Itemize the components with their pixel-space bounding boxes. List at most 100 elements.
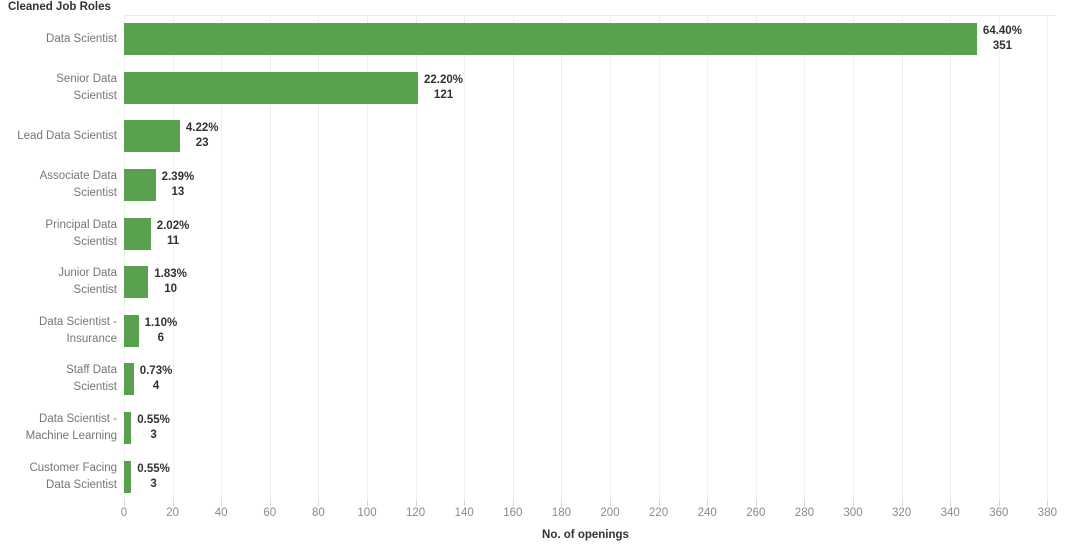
tick-label: 340 [940, 507, 960, 519]
table-row: Data Scientist - Machine Learning 0.55% 3 [0, 404, 1080, 453]
table-row: Associate Data Scientist 2.39% 13 [0, 161, 1080, 210]
bar-track: 1.83% 10 [124, 258, 1080, 307]
bar[interactable] [124, 412, 132, 445]
table-row: Lead Data Scientist 4.22% 23 [0, 112, 1080, 161]
gridline [804, 16, 806, 502]
table-row: Junior Data Scientist 1.83% 10 [0, 258, 1080, 307]
category-label: Junior Data Scientist [58, 267, 117, 297]
tick-mark [804, 501, 806, 506]
category-label: Data Scientist - Machine Learning [25, 413, 117, 443]
category-label: Staff Data Scientist [66, 364, 117, 394]
percent-label: 0.55% [137, 462, 170, 475]
tick-mark [561, 501, 563, 506]
gridline [367, 16, 368, 502]
value-label: 22.20% 121 [424, 73, 463, 103]
gridline [707, 16, 709, 502]
gridline [318, 16, 320, 502]
tick-mark [318, 501, 320, 506]
chart-title: Cleaned Job Roles [8, 1, 111, 13]
tick-mark [415, 501, 417, 506]
tick-mark [901, 501, 903, 506]
tick-label: 280 [794, 507, 814, 519]
tick-label: 240 [697, 507, 717, 519]
tick-mark [1047, 501, 1049, 506]
bar-track: 1.10% 6 [124, 307, 1080, 356]
gridline [512, 16, 514, 502]
value-label: 2.39% 13 [162, 170, 195, 200]
gridline [853, 16, 854, 502]
bar[interactable] [124, 363, 134, 396]
tick-mark [269, 501, 271, 506]
bar-track: 0.55% 3 [124, 404, 1080, 453]
gridline [124, 16, 125, 502]
count-label: 121 [433, 88, 454, 101]
count-label: 6 [157, 331, 165, 344]
percent-label: 0.73% [139, 365, 173, 378]
count-label: 13 [171, 186, 185, 199]
percent-label: 1.10% [144, 316, 178, 329]
gridline [755, 16, 757, 502]
count-label: 23 [195, 137, 209, 150]
tick-mark [221, 501, 223, 506]
bar[interactable] [124, 460, 132, 493]
gridline [415, 16, 417, 502]
bar[interactable] [124, 120, 180, 153]
percent-label: 2.39% [161, 171, 195, 184]
tick-label: 60 [263, 507, 277, 519]
tick-mark [950, 501, 952, 506]
table-row: Customer Facing Data Scientist 0.55% 3 [0, 452, 1080, 501]
gridline [221, 16, 223, 502]
percent-label: 22.20% [424, 73, 464, 86]
bar[interactable] [124, 23, 977, 56]
tick-label: 320 [892, 507, 912, 519]
tick-label: 160 [503, 507, 523, 519]
bar-track: 4.22% 23 [124, 112, 1080, 161]
tick-mark [998, 501, 1000, 506]
category-label: Senior Data Scientist [56, 72, 117, 102]
gridline [998, 16, 1000, 502]
tick-label: 100 [357, 507, 377, 519]
table-row: Senior Data Scientist 22.20% 121 [0, 64, 1080, 113]
bar[interactable] [124, 314, 139, 347]
tick-label: 220 [649, 507, 669, 519]
tick-mark [124, 501, 125, 506]
bar-track: 0.73% 4 [124, 355, 1080, 404]
percent-label: 64.40% [982, 25, 1022, 38]
gridline [950, 16, 952, 502]
tick-label: 200 [600, 507, 620, 519]
value-label: 64.40% 351 [983, 24, 1022, 54]
tick-label: 120 [406, 507, 426, 519]
tick-mark [658, 501, 660, 506]
table-row: Principal Data Scientist 2.02% 11 [0, 209, 1080, 258]
count-label: 3 [150, 477, 157, 490]
count-label: 351 [992, 40, 1013, 53]
count-label: 4 [152, 380, 160, 393]
bar-track: 22.20% 121 [124, 64, 1080, 113]
category-label: Associate Data Scientist [39, 170, 117, 200]
percent-label: 4.22% [185, 122, 219, 135]
gridline [1047, 16, 1049, 502]
bar[interactable] [124, 266, 149, 299]
gridlines [124, 15, 1056, 502]
category-label: Principal Data Scientist [45, 218, 117, 248]
bar[interactable] [124, 217, 151, 250]
gridline [464, 16, 466, 502]
value-label: 0.55% 3 [137, 462, 170, 492]
bar-track: 0.55% 3 [124, 452, 1080, 501]
tick-label: 300 [843, 507, 863, 519]
value-label: 1.83% 10 [154, 267, 187, 297]
gridline [658, 16, 660, 502]
tick-label: 360 [989, 507, 1009, 519]
tick-label: 260 [746, 507, 766, 519]
gridline [610, 16, 611, 502]
x-axis-title: No. of openings [542, 529, 629, 541]
bar[interactable] [124, 71, 419, 104]
count-label: 3 [150, 429, 157, 442]
bar-track: 2.02% 11 [124, 209, 1080, 258]
bar-rows: Data Scientist 64.40% 351 Senior Data Scien… [0, 15, 1080, 501]
percent-label: 2.02% [156, 219, 190, 232]
bar[interactable] [124, 169, 156, 202]
category-label: Lead Data Scientist [17, 129, 117, 142]
value-label: 2.02% 11 [157, 219, 190, 249]
